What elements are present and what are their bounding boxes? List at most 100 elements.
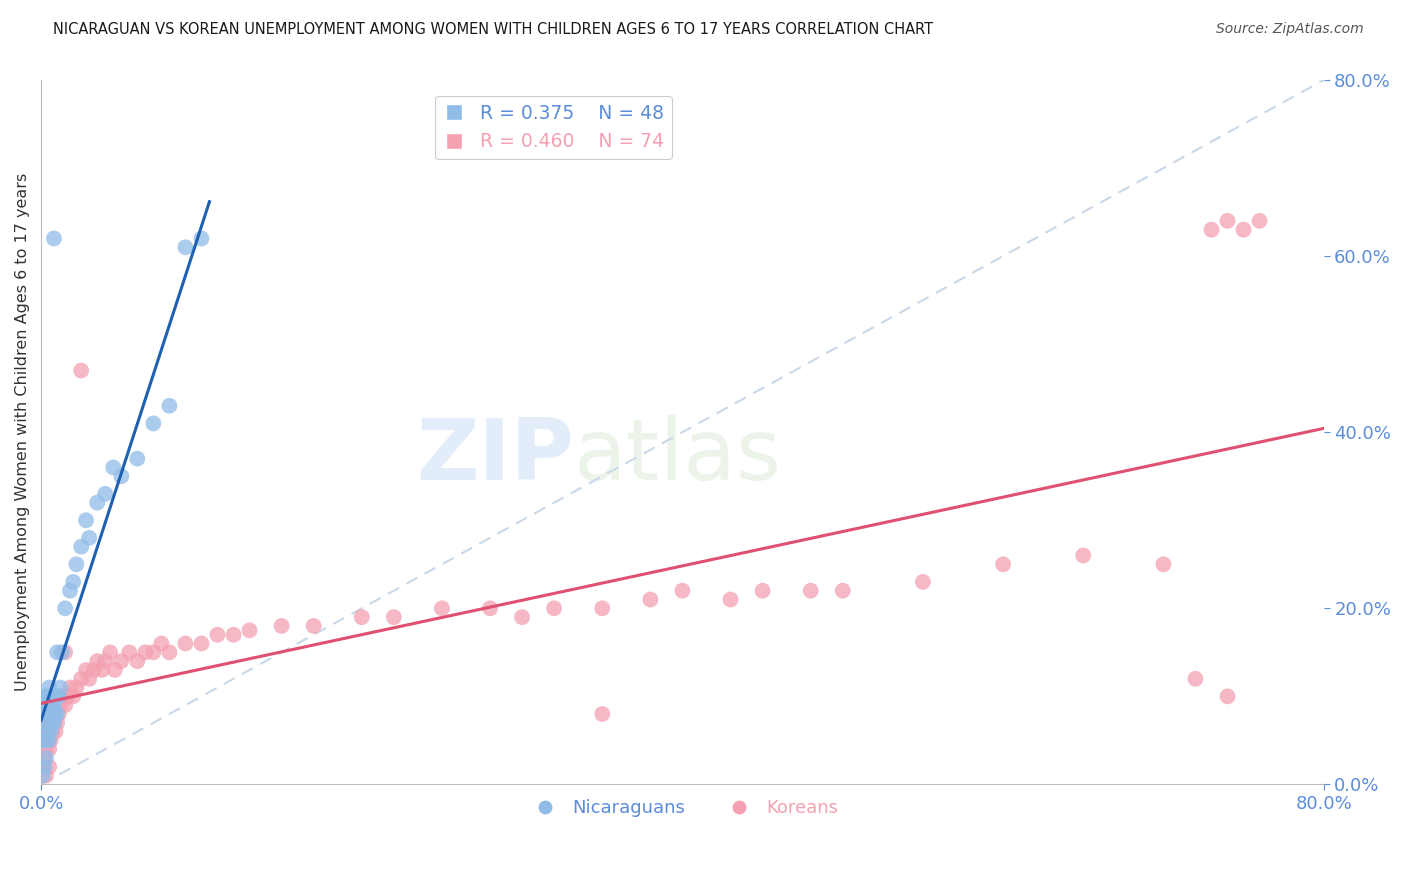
Point (59, 583, 82, 598)
Point (46, 690, 69, 704)
Point (49, 698, 72, 713)
Point (591, 601, 613, 615)
Point (222, 628, 245, 642)
Point (1071, 549, 1094, 563)
Point (104, 663, 127, 677)
Point (31, 760, 53, 774)
Point (110, 654, 132, 668)
Point (35, 733, 58, 747)
Point (39, 706, 62, 721)
Point (720, 592, 742, 607)
Point (39, 690, 62, 704)
Y-axis label: Unemployment Among Women with Children Ages 6 to 17 years: Unemployment Among Women with Children A… (15, 173, 30, 691)
Point (39, 724, 62, 739)
Text: Source: ZipAtlas.com: Source: ZipAtlas.com (1216, 22, 1364, 37)
Point (37, 706, 59, 721)
Point (94, 487, 117, 501)
Point (49, 681, 72, 695)
Point (127, 451, 149, 466)
Point (38, 715, 60, 730)
Point (157, 645, 180, 659)
Point (103, 460, 125, 475)
Point (37, 715, 59, 730)
Point (37, 690, 59, 704)
Point (1184, 672, 1206, 686)
Point (48, 690, 70, 704)
Point (110, 469, 132, 483)
Point (37, 724, 59, 739)
Point (150, 636, 173, 650)
Point (46, 706, 69, 721)
Point (543, 601, 565, 615)
Point (38, 698, 60, 713)
Point (42, 715, 65, 730)
Point (34, 751, 56, 765)
Point (46, 698, 69, 713)
Point (45, 724, 67, 739)
Point (34, 760, 56, 774)
Point (41, 724, 63, 739)
Point (430, 601, 453, 615)
Text: atlas: atlas (574, 416, 782, 499)
Point (142, 645, 165, 659)
Point (58, 690, 80, 704)
Point (1216, 214, 1239, 228)
Point (45, 706, 67, 721)
Point (98, 645, 121, 659)
Point (34, 733, 56, 747)
Point (751, 583, 773, 598)
Point (831, 583, 853, 598)
Point (62, 690, 84, 704)
Point (38, 742, 60, 756)
Point (510, 610, 533, 624)
Point (302, 619, 325, 633)
Point (1232, 222, 1254, 236)
Point (35, 769, 58, 783)
Point (591, 706, 613, 721)
Point (46, 715, 69, 730)
Point (86, 496, 108, 510)
Point (31, 769, 53, 783)
Point (991, 558, 1014, 572)
Point (91, 663, 114, 677)
Point (134, 645, 156, 659)
Point (41, 698, 63, 713)
Point (83, 663, 105, 677)
Point (38, 724, 60, 739)
Point (75, 513, 97, 527)
Point (207, 628, 229, 642)
Point (70, 363, 93, 377)
Point (1201, 222, 1223, 236)
Point (174, 240, 197, 254)
Point (190, 636, 212, 650)
Point (42, 231, 65, 245)
Point (350, 610, 373, 624)
Point (94, 654, 117, 668)
Point (65, 558, 87, 572)
Point (75, 663, 97, 677)
Point (59, 681, 82, 695)
Point (118, 645, 141, 659)
Point (35, 698, 58, 713)
Point (157, 399, 180, 413)
Point (127, 654, 149, 668)
Point (41, 715, 63, 730)
Point (37, 733, 59, 747)
Legend: Nicaraguans, Koreans: Nicaraguans, Koreans (520, 792, 845, 825)
Point (190, 231, 212, 245)
Point (35, 751, 58, 765)
Point (53, 645, 76, 659)
Text: ZIP: ZIP (416, 416, 574, 499)
Point (238, 624, 260, 638)
Point (53, 698, 76, 713)
Text: NICARAGUAN VS KOREAN UNEMPLOYMENT AMONG WOMEN WITH CHILDREN AGES 6 TO 17 YEARS C: NICARAGUAN VS KOREAN UNEMPLOYMENT AMONG … (53, 22, 934, 37)
Point (800, 583, 823, 598)
Point (48, 706, 70, 721)
Point (31, 733, 53, 747)
Point (35, 724, 58, 739)
Point (35, 742, 58, 756)
Point (142, 417, 165, 431)
Point (86, 654, 108, 668)
Point (45, 690, 67, 704)
Point (46, 645, 69, 659)
